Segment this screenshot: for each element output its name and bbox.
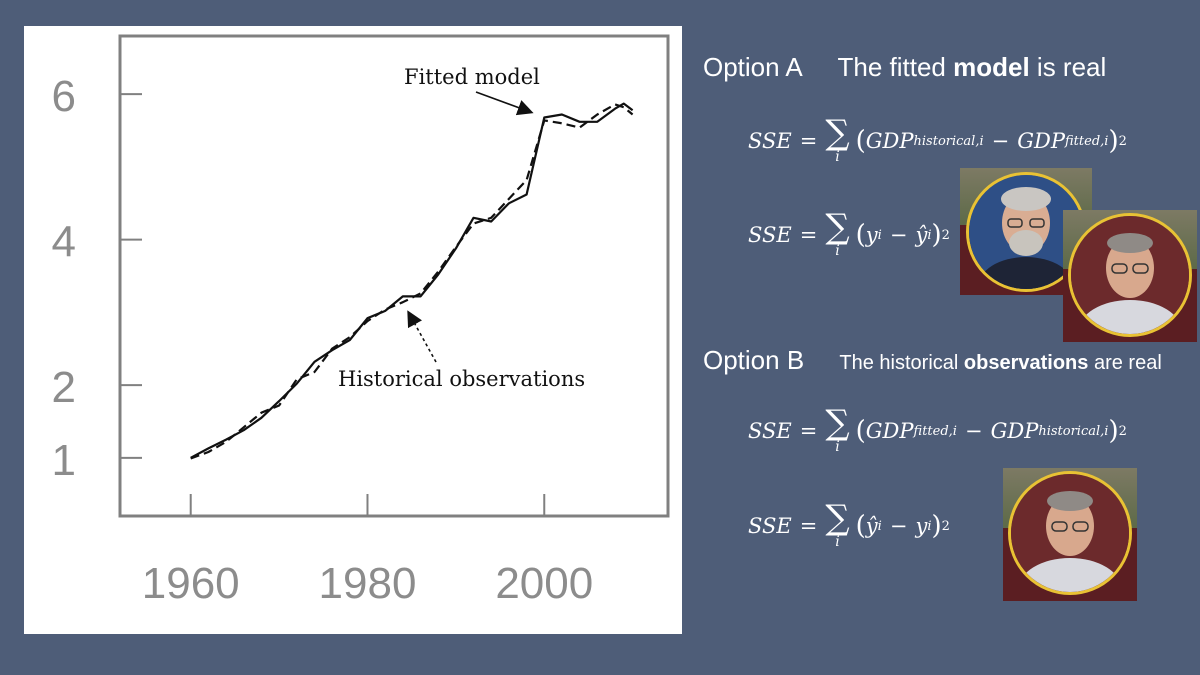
option-a-formula-gdp: SSE = ∑ i ( GDP historical,i − GDP fitted,i…	[748, 113, 1127, 165]
sum-index: i	[835, 439, 840, 455]
equals-sign: =	[799, 514, 818, 538]
sigma-glyph: ∑	[825, 403, 850, 443]
formula-lhs: SSE	[748, 419, 792, 443]
equals-sign: =	[799, 223, 818, 247]
series-line-historical-observations	[190, 103, 634, 460]
term-1-sub: historical,i	[913, 133, 984, 149]
equals-sign: =	[799, 419, 818, 443]
left-paren: (	[855, 220, 866, 250]
formula-lhs: SSE	[748, 129, 792, 153]
portrait-3-icon	[1011, 474, 1129, 592]
y-tick-label: 4	[52, 218, 76, 267]
term-b-sub: i	[927, 518, 932, 534]
right-paren: )	[1108, 126, 1119, 156]
y-tick-label: 6	[52, 72, 76, 121]
option-a-claim-bold: model	[953, 52, 1030, 82]
minus-sign: −	[889, 223, 908, 247]
term-1-sub: fitted,i	[913, 423, 957, 439]
gdp-line-chart: 1 2 4 6 1960 1980 2000 Fitted model Historical …	[52, 34, 670, 608]
y-tick-label: 2	[52, 363, 76, 412]
option-a-claim: The fitted model is real	[838, 52, 1107, 82]
formula-lhs: SSE	[748, 514, 792, 538]
term-b: ŷ	[915, 223, 928, 247]
x-tick-label: 1980	[319, 559, 417, 608]
y-tick-label: 1	[52, 436, 76, 485]
term-2: GDP	[990, 419, 1039, 443]
portrait-circle-2	[1068, 213, 1192, 337]
term-b: y	[915, 514, 928, 538]
term-2-sub: fitted,i	[1065, 133, 1109, 149]
sum-symbol: ∑ i	[825, 403, 850, 455]
annotation-fitted-model: Fitted model	[404, 65, 540, 89]
series-line-fitted-model	[190, 102, 634, 459]
option-b-formula-gdp: SSE = ∑ i ( GDP fitted,i − GDP historical,i…	[748, 403, 1127, 455]
term-a-sub: i	[877, 518, 882, 534]
left-paren: (	[855, 416, 866, 446]
left-paren: (	[855, 126, 866, 156]
left-paren: (	[855, 511, 866, 541]
plot-frame	[118, 34, 670, 518]
exponent: 2	[941, 518, 950, 534]
term-1: GDP	[865, 419, 914, 443]
portrait-frame-2	[1063, 210, 1197, 342]
sigma-glyph: ∑	[825, 113, 850, 153]
sum-index: i	[835, 243, 840, 259]
option-b-claim-post: are real	[1088, 352, 1162, 374]
term-2: GDP	[1017, 129, 1065, 153]
option-b-claim-bold: observations	[963, 352, 1089, 374]
portrait-2-icon	[1071, 216, 1189, 334]
option-a-claim-post: is real	[1029, 52, 1107, 82]
option-a-claim-pre: The fitted	[837, 52, 954, 82]
sum-symbol: ∑ i	[825, 113, 850, 165]
annotation-historical-observations: Historical observations	[338, 367, 585, 391]
annotation-layer: Fitted model Historical observations	[338, 65, 585, 391]
term-1: GDP	[865, 129, 914, 153]
sum-index: i	[835, 149, 840, 165]
option-a-label: Option A	[703, 52, 803, 82]
equals-sign: =	[799, 129, 818, 153]
portrait-frame-3	[1003, 468, 1137, 601]
exponent: 2	[941, 227, 950, 243]
formula-lhs: SSE	[748, 223, 792, 247]
sigma-glyph: ∑	[825, 207, 850, 247]
option-b-claim-pre: The historical	[839, 352, 964, 374]
option-b-heading: Option B The historical observations are…	[703, 345, 1162, 376]
sigma-glyph: ∑	[825, 498, 850, 538]
tick-layer: 1 2 4 6 1960 1980 2000	[52, 72, 594, 608]
portrait-circle-3	[1008, 471, 1132, 595]
term-a: ŷ	[865, 514, 878, 538]
term-a-sub: i	[877, 227, 882, 243]
term-2-sub: historical,i	[1038, 423, 1109, 439]
sum-symbol: ∑ i	[825, 207, 850, 259]
right-paren: )	[1108, 416, 1119, 446]
sum-index: i	[835, 534, 840, 550]
right-paren: )	[931, 511, 942, 541]
term-b-sub: i	[927, 227, 932, 243]
option-b-label: Option B	[703, 345, 805, 375]
sum-symbol: ∑ i	[825, 498, 850, 550]
annotation-arrow-historical	[407, 310, 437, 363]
series-layer	[190, 102, 634, 460]
minus-sign: −	[991, 129, 1010, 153]
right-paren: )	[931, 220, 942, 250]
term-a: y	[865, 223, 878, 247]
option-a-heading: Option A The fitted model is real	[703, 52, 1106, 83]
chart-panel: 1 2 4 6 1960 1980 2000 Fitted model Historical …	[24, 26, 682, 634]
exponent: 2	[1118, 423, 1127, 439]
exponent: 2	[1118, 133, 1127, 149]
option-b-claim: The historical observations are real	[839, 352, 1161, 374]
minus-sign: −	[964, 419, 983, 443]
minus-sign: −	[889, 514, 908, 538]
x-tick-label: 2000	[495, 559, 593, 608]
annotation-arrow-fitted	[475, 91, 534, 116]
x-tick-label: 1960	[142, 559, 240, 608]
